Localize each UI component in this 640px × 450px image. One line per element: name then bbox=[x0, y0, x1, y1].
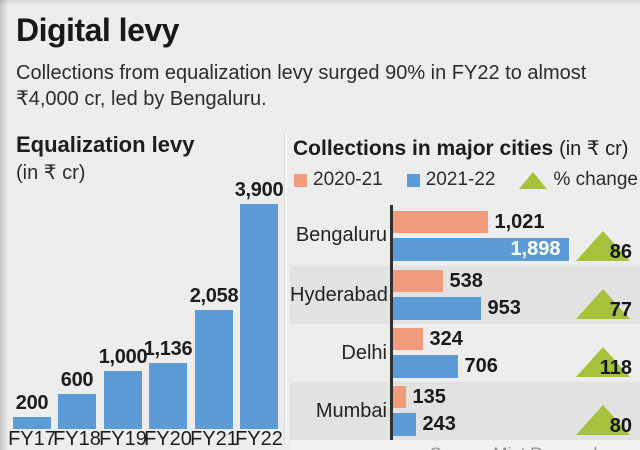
legend: 2020-21 2021-22 % change bbox=[294, 169, 638, 191]
bar-FY20 bbox=[149, 363, 187, 429]
bar-bengaluru-2020-21: 1,021 bbox=[392, 211, 545, 233]
y-axis-line bbox=[390, 324, 393, 382]
pct-change-marker: 86 bbox=[576, 231, 632, 263]
city-row-bengaluru: Bengaluru 1,021 1,898 86 bbox=[290, 205, 640, 266]
bar-FY22 bbox=[240, 204, 278, 429]
bar-value-label: 706 bbox=[464, 355, 498, 377]
legend-triangle-icon bbox=[519, 171, 548, 189]
bar-hyderabad-2021-22: 953 bbox=[392, 297, 521, 320]
pct-change-value: 86 bbox=[609, 241, 632, 263]
pct-change-marker: 80 bbox=[576, 405, 632, 437]
levy-bar-group-FY18: 600 FY18 bbox=[53, 369, 101, 450]
levy-bar-group-FY20: 1,136 FY20 bbox=[144, 338, 193, 450]
triangle-up-icon bbox=[576, 289, 630, 319]
x-axis-label: FY17 bbox=[8, 428, 56, 450]
pct-change-value: 118 bbox=[599, 357, 632, 379]
x-axis-label: FY19 bbox=[99, 428, 147, 450]
city-row-delhi: Delhi 324 706 118 bbox=[290, 324, 640, 382]
right-chart-title: Collections in major cities (in ₹ cr) bbox=[293, 136, 628, 161]
city-label: Hyderabad bbox=[290, 284, 388, 306]
bar-FY19 bbox=[104, 371, 142, 429]
bar-value-label: 324 bbox=[429, 328, 463, 350]
bar-value-label: 3,900 bbox=[234, 179, 284, 201]
right-chart-title-text: Collections in major cities bbox=[293, 137, 554, 160]
y-axis-line bbox=[390, 266, 393, 324]
left-edge-shadow bbox=[0, 0, 8, 450]
legend-item--change: % change bbox=[519, 169, 638, 191]
levy-bar-group-FY21: 2,058 FY21 bbox=[190, 285, 239, 450]
bar-mumbai-2020-21: 135 bbox=[392, 386, 446, 408]
city-label: Bengaluru bbox=[295, 224, 387, 246]
top-edge-shadow bbox=[0, 0, 640, 5]
bar-delhi-2021-22: 706 bbox=[392, 355, 498, 378]
bar-value-label: 200 bbox=[15, 392, 49, 414]
bar-value-label: 135 bbox=[412, 386, 446, 408]
levy-bar-group-FY22: 3,900 FY22 bbox=[235, 179, 284, 450]
panel-divider bbox=[285, 133, 287, 444]
source-text: Source: Mint Research bbox=[430, 444, 603, 450]
bar-value-label: 538 bbox=[449, 270, 483, 292]
page-title: Digital levy bbox=[16, 12, 179, 48]
legend-item-2021-22: 2021-22 bbox=[406, 169, 496, 191]
pct-change-marker: 77 bbox=[576, 289, 632, 321]
pct-change-value: 77 bbox=[609, 299, 632, 321]
bar-value-label: 1,021 bbox=[494, 211, 545, 233]
legend-label: 2020-21 bbox=[313, 169, 383, 190]
city-bar-chart: Bengaluru 1,021 1,898 86 Hyderabad 538 953 77 De… bbox=[290, 205, 640, 440]
city-label: Delhi bbox=[341, 342, 387, 364]
x-axis-label: FY22 bbox=[235, 428, 283, 450]
right-chart-unit: (in ₹ cr) bbox=[559, 138, 629, 160]
bar-value-label: 243 bbox=[422, 413, 456, 435]
left-chart-unit: (in ₹ cr) bbox=[16, 162, 86, 184]
legend-swatch-icon bbox=[294, 173, 307, 187]
bar-delhi-2020-21: 324 bbox=[392, 328, 463, 350]
bottom-strip bbox=[290, 440, 640, 450]
legend-label: % change bbox=[553, 169, 638, 190]
legend-item-2020-21: 2020-21 bbox=[294, 169, 383, 191]
triangle-up-icon bbox=[576, 405, 630, 435]
y-axis-line bbox=[390, 205, 393, 266]
bar-value-label: 953 bbox=[487, 297, 521, 319]
levy-bar-chart: 200 FY17 600 FY18 1,000 FY19 1,136 FY20 2,058 FY2… bbox=[8, 175, 284, 450]
triangle-up-icon bbox=[576, 347, 630, 377]
city-row-mumbai: Mumbai 135 243 80 bbox=[290, 382, 640, 440]
legend-label: 2021-22 bbox=[425, 169, 496, 190]
x-axis-label: FY20 bbox=[144, 428, 192, 450]
x-axis-label: FY21 bbox=[190, 428, 238, 450]
bar-FY17 bbox=[13, 417, 51, 429]
page-subtitle: Collections from equalization levy surge… bbox=[16, 62, 587, 111]
legend-swatch-icon bbox=[406, 173, 420, 187]
levy-bar-group-FY19: 1,000 FY19 bbox=[99, 346, 148, 450]
pct-change-marker: 118 bbox=[576, 347, 632, 379]
bar-value-label: 1,898 bbox=[510, 238, 561, 260]
bar-mumbai-2021-22: 243 bbox=[392, 413, 456, 436]
bar-value-label: 600 bbox=[60, 369, 94, 391]
left-chart-title: Equalization levy bbox=[16, 132, 195, 157]
bar-FY18 bbox=[58, 394, 96, 429]
bar-value-label: 1,000 bbox=[98, 346, 148, 368]
city-row-hyderabad: Hyderabad 538 953 77 bbox=[290, 266, 640, 324]
bar-bengaluru-2021-22: 1,898 bbox=[392, 238, 569, 261]
levy-bar-group-FY17: 200 FY17 bbox=[8, 392, 56, 450]
pct-change-value: 80 bbox=[609, 415, 632, 437]
y-axis-line bbox=[390, 382, 393, 440]
bar-FY21 bbox=[195, 310, 233, 429]
x-axis-label: FY18 bbox=[53, 428, 101, 450]
bar-value-label: 2,058 bbox=[189, 285, 239, 307]
city-label: Mumbai bbox=[315, 400, 387, 422]
bar-value-label: 1,136 bbox=[143, 338, 193, 360]
triangle-up-icon bbox=[576, 231, 630, 261]
bar-hyderabad-2020-21: 538 bbox=[392, 270, 483, 292]
